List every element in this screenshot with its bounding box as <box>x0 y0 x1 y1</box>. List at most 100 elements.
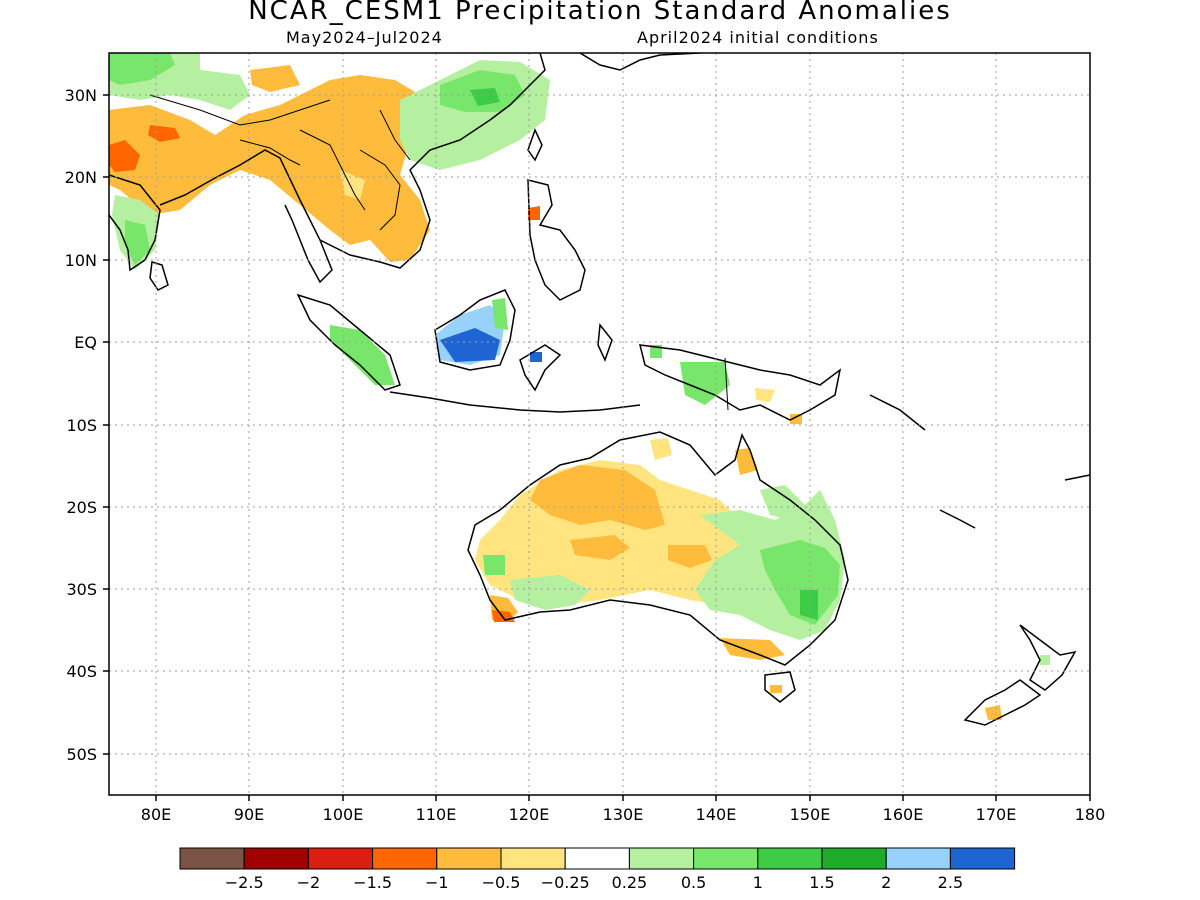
anomaly-region <box>680 362 730 405</box>
colorbar-swatch <box>307 847 374 870</box>
colorbar-label: 2 <box>881 873 891 892</box>
country-border <box>724 357 729 411</box>
colorbar-swatch <box>500 847 566 870</box>
anomaly-region <box>250 65 300 92</box>
coastline <box>149 261 169 291</box>
country-borders <box>149 94 729 411</box>
colorbar-swatch <box>885 847 951 870</box>
anomaly-region <box>530 352 542 362</box>
anomaly-region <box>483 555 505 575</box>
lat-label: 10S <box>66 416 97 435</box>
coastline <box>159 149 333 284</box>
anomaly-region <box>650 345 662 358</box>
lat-labels: 30N 20N 10N EQ 10S 20S 30S 40S 50S <box>65 86 97 764</box>
colorbar-label: 1 <box>753 873 763 892</box>
lon-label: 100E <box>323 805 364 824</box>
anomaly-region <box>760 540 840 625</box>
coastline <box>467 431 849 666</box>
anomaly-region <box>528 206 540 220</box>
coastline <box>389 391 641 413</box>
forecast-period: May2024–Jul2024 <box>286 28 443 47</box>
lon-label: 170E <box>976 805 1017 824</box>
colorbar-swatch <box>179 847 245 870</box>
lon-label: 140E <box>696 805 737 824</box>
coastline <box>764 671 796 703</box>
coastline <box>519 344 562 392</box>
coastline <box>434 289 516 371</box>
country-border <box>359 149 401 231</box>
coastline <box>319 53 546 269</box>
anomaly-region <box>650 438 672 460</box>
coastline <box>939 509 976 529</box>
colorbar-swatch <box>693 847 759 870</box>
anomaly-region <box>1040 655 1050 665</box>
colorbar-swatch <box>372 847 438 870</box>
colorbar-label: 0.5 <box>681 873 706 892</box>
lat-label: 20S <box>66 498 97 517</box>
lon-labels: 80E 90E 100E 110E 120E 130E 140E 150E 16… <box>141 805 1106 824</box>
anomaly-region <box>109 140 140 172</box>
coastline <box>579 53 701 71</box>
lon-label: 180 <box>1075 805 1106 824</box>
anomaly-region <box>760 485 805 520</box>
lon-label: 160E <box>883 805 924 824</box>
graticule <box>109 53 1090 795</box>
coastline <box>1064 474 1090 481</box>
anomaly-region <box>109 75 430 262</box>
colorbar-label: −1.5 <box>353 873 392 892</box>
anomaly-region <box>790 414 802 424</box>
colorbar: −2.5 −2 −1.5 −1 −0.5 −0.25 0.25 0.5 1 1.5 2 2.5 <box>179 847 1016 892</box>
lon-label: 110E <box>416 805 457 824</box>
coastline <box>869 394 926 431</box>
colorbar-swatch <box>757 847 823 870</box>
map-title: NCAR_CESM1 Precipitation Standard Anomal… <box>248 0 952 26</box>
coastline <box>1019 624 1077 691</box>
anomaly-region <box>125 220 150 265</box>
coastline <box>527 179 586 301</box>
coastline <box>296 293 401 391</box>
coastline <box>963 679 1042 726</box>
anomaly-region <box>330 325 395 385</box>
colorbar-label: −2.5 <box>225 873 264 892</box>
colorbar-swatch <box>821 847 887 870</box>
anomaly-region <box>440 328 500 362</box>
country-border <box>149 94 331 126</box>
lon-label: 150E <box>790 805 831 824</box>
lat-label: 10N <box>65 251 97 270</box>
coastline <box>639 344 842 421</box>
lat-label: 40S <box>66 662 97 681</box>
lon-label: 90E <box>234 805 264 824</box>
anomaly-region <box>755 388 775 402</box>
anomaly-region <box>800 590 818 620</box>
anomaly-region <box>530 465 665 530</box>
anomaly-region <box>770 685 782 693</box>
country-border <box>299 129 366 211</box>
colorbar-label: 1.5 <box>809 873 834 892</box>
lon-label: 80E <box>141 805 171 824</box>
coastline <box>597 323 613 362</box>
lon-label: 120E <box>509 805 550 824</box>
lon-label: 130E <box>603 805 644 824</box>
anomaly-region <box>985 705 1002 720</box>
anomaly-region <box>510 575 590 610</box>
coastlines <box>109 53 1090 726</box>
colorbar-label: −0.25 <box>541 873 590 892</box>
colorbar-swatch <box>564 847 630 870</box>
colorbar-label: −2 <box>297 873 321 892</box>
colorbar-swatch <box>628 847 695 870</box>
initial-conditions: April2024 initial conditions <box>637 28 879 47</box>
plot-frame <box>108 52 1091 796</box>
colorbar-label: −0.5 <box>482 873 521 892</box>
colorbar-swatch <box>949 847 1016 870</box>
lat-label: EQ <box>74 333 97 352</box>
colorbar-swatch <box>436 847 502 870</box>
lat-label: 20N <box>65 168 97 187</box>
lat-label: 50S <box>66 745 97 764</box>
colorbar-label: 0.25 <box>612 873 648 892</box>
anomaly-region <box>668 545 712 568</box>
anomaly-field <box>109 53 1050 720</box>
anomaly-region <box>720 638 785 660</box>
colorbar-label: −1 <box>425 873 449 892</box>
colorbar-label: 2.5 <box>938 873 963 892</box>
